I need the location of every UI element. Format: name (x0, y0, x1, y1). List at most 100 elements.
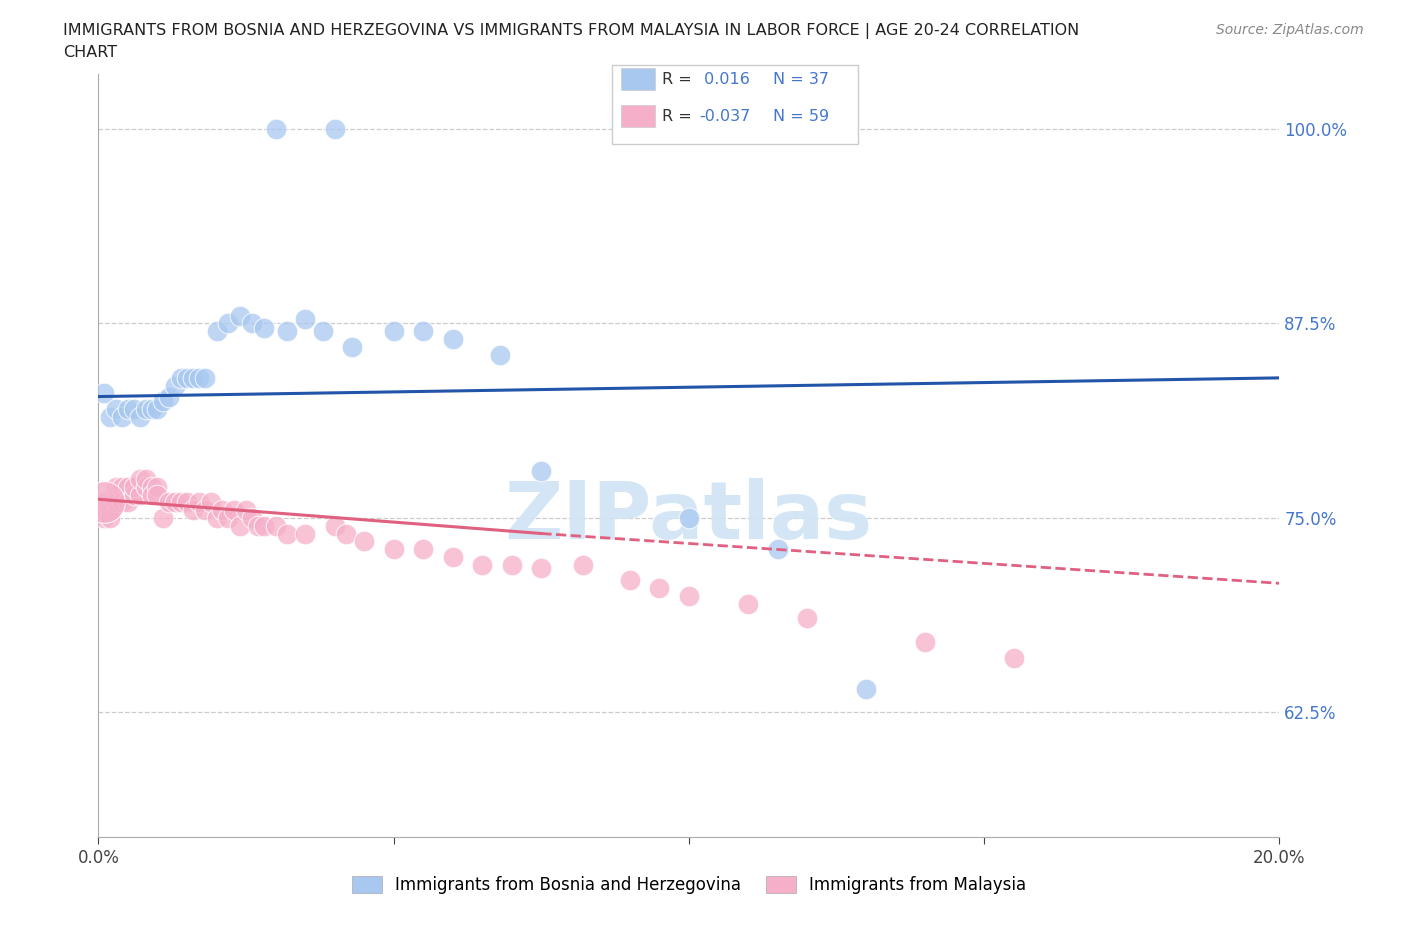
Point (766, 541, 789, 556)
Point (122, 479, 145, 494)
Point (187, 495, 209, 510)
Text: CHART: CHART (63, 45, 117, 60)
Point (353, 534, 375, 549)
Point (157, 495, 180, 510)
Point (135, 472, 157, 486)
Point (165, 379, 187, 393)
Point (98, 409, 121, 424)
Point (93, 386, 115, 401)
Point (117, 402, 139, 417)
Point (170, 495, 193, 510)
Point (796, 610, 818, 625)
Point (105, 495, 128, 510)
Point (441, 331, 464, 346)
Point (224, 503, 246, 518)
Text: 0.016: 0.016 (699, 72, 749, 86)
Point (382, 541, 405, 556)
Point (855, 682, 877, 697)
Point (471, 557, 494, 572)
Point (441, 550, 464, 565)
Point (93, 503, 115, 518)
Point (141, 402, 163, 417)
Point (737, 596, 759, 611)
Text: Source: ZipAtlas.com: Source: ZipAtlas.com (1216, 23, 1364, 37)
Point (264, 122, 287, 137)
Point (229, 518, 252, 533)
Point (181, 503, 204, 518)
Point (217, 511, 239, 525)
Point (105, 402, 128, 417)
Point (135, 402, 157, 417)
Point (170, 370, 193, 385)
Text: -0.037: -0.037 (699, 109, 749, 124)
Point (217, 316, 239, 331)
Point (98, 503, 121, 518)
Point (294, 312, 316, 326)
Point (194, 503, 217, 518)
Text: IMMIGRANTS FROM BOSNIA AND HERZEGOVINA VS IMMIGRANTS FROM MALAYSIA IN LABOR FORC: IMMIGRANTS FROM BOSNIA AND HERZEGOVINA V… (63, 23, 1080, 39)
Point (240, 316, 263, 331)
Point (205, 324, 228, 339)
Point (648, 580, 671, 595)
Point (93, 511, 115, 525)
Text: R =: R = (662, 109, 692, 124)
Point (146, 487, 169, 502)
Point (176, 370, 198, 385)
Point (122, 487, 145, 502)
Point (146, 479, 169, 494)
Point (412, 541, 434, 556)
Point (165, 495, 187, 510)
Point (111, 409, 134, 424)
Point (93, 495, 115, 510)
Point (141, 487, 163, 502)
Point (246, 518, 269, 533)
Point (619, 573, 641, 588)
Point (678, 589, 700, 604)
Point (253, 321, 276, 336)
Point (489, 347, 512, 362)
Point (323, 122, 346, 137)
Point (205, 511, 228, 525)
Text: ZIPatlas: ZIPatlas (505, 478, 873, 556)
Point (135, 479, 157, 494)
Point (146, 402, 169, 417)
Point (105, 479, 128, 494)
Text: N = 59: N = 59 (773, 109, 830, 124)
Point (181, 370, 204, 385)
Point (294, 526, 316, 541)
Point (264, 518, 287, 533)
Point (117, 495, 139, 510)
Point (253, 518, 276, 533)
Point (501, 557, 523, 572)
Point (122, 402, 145, 417)
Point (1002, 651, 1025, 666)
Text: R =: R = (662, 72, 692, 86)
Point (571, 557, 593, 572)
Point (323, 518, 346, 533)
Legend: Immigrants from Bosnia and Herzegovina, Immigrants from Malaysia: Immigrants from Bosnia and Herzegovina, … (344, 870, 1033, 901)
Point (194, 370, 217, 385)
Point (914, 635, 936, 650)
Point (117, 479, 139, 494)
Point (412, 324, 434, 339)
Point (382, 324, 405, 339)
Point (128, 487, 150, 502)
Point (98, 511, 121, 525)
Point (312, 324, 335, 339)
Point (141, 479, 163, 494)
Point (235, 503, 257, 518)
Point (342, 339, 364, 354)
Point (276, 526, 298, 541)
Point (678, 511, 700, 525)
Point (176, 495, 198, 510)
Point (229, 308, 252, 323)
Point (128, 409, 150, 424)
Point (335, 526, 357, 541)
Point (240, 511, 263, 525)
Point (200, 495, 222, 510)
Point (276, 324, 298, 339)
Point (152, 393, 174, 408)
Point (530, 464, 553, 479)
Point (111, 479, 134, 494)
Point (152, 511, 174, 525)
